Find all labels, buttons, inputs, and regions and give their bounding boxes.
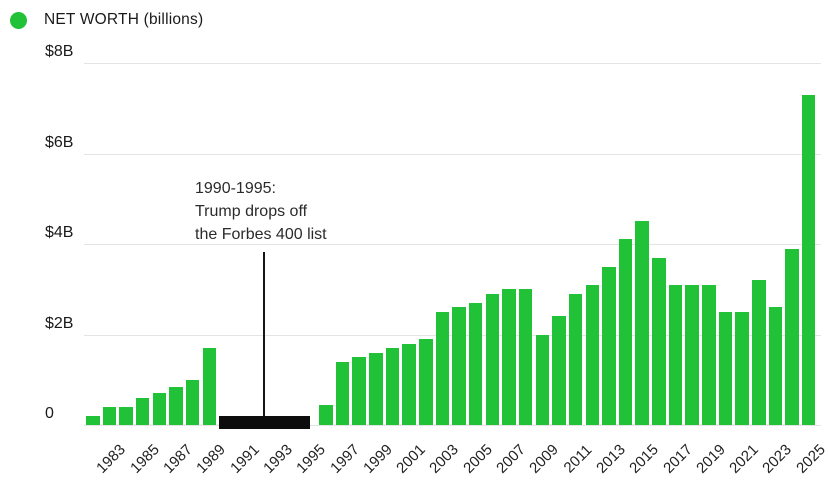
x-axis-tick-label: 2015 — [626, 441, 662, 477]
x-axis-tick-label: 1991 — [226, 441, 263, 477]
bar-2024 — [785, 248, 799, 425]
gridline-0 — [84, 425, 821, 426]
x-axis-tick-label: 1999 — [359, 441, 396, 477]
bar-2006 — [485, 293, 500, 425]
bar-1983 — [102, 406, 117, 425]
bar-2017 — [668, 284, 683, 425]
bar-1989 — [202, 348, 217, 425]
x-axis-tick-label: 1993 — [260, 441, 296, 477]
x-axis-tick-label: 2019 — [692, 441, 729, 477]
annotation-pointer-line — [263, 252, 265, 417]
bar-2016 — [652, 257, 666, 425]
bar-2011 — [568, 293, 583, 425]
x-axis-tick-label: 2021 — [726, 441, 762, 477]
bar-2020 — [718, 311, 733, 425]
bar-2014 — [618, 239, 633, 425]
bar-2021 — [735, 311, 749, 425]
gridline-8b — [84, 63, 821, 64]
annotation-text: 1990-1995: Trump drops off the Forbes 40… — [195, 177, 327, 246]
x-axis-tick-label: 1997 — [326, 441, 363, 477]
bar-2001 — [402, 343, 416, 425]
bar-2000 — [385, 348, 400, 425]
x-axis-tick-label: 2005 — [459, 441, 496, 477]
x-axis-tick-label: 2013 — [593, 441, 629, 477]
x-axis-tick-label: 2017 — [659, 441, 696, 477]
bar-2003 — [435, 311, 450, 425]
x-axis-tick-label: 1983 — [93, 441, 130, 477]
bar-2015 — [635, 221, 649, 425]
legend-dot-icon — [10, 11, 27, 29]
x-axis-tick-label: 2011 — [560, 441, 596, 477]
y-axis-tick-label: 0 — [45, 405, 54, 422]
bar-2012 — [585, 284, 599, 425]
x-axis-tick-label: 2025 — [792, 441, 828, 477]
bar-1982 — [86, 415, 100, 425]
bar-2019 — [702, 284, 716, 425]
x-axis-tick-label: 1995 — [293, 441, 329, 477]
bar-1998 — [352, 357, 366, 425]
bar-2005 — [468, 302, 483, 425]
gridline-6b — [84, 153, 821, 155]
bar-2023 — [768, 307, 783, 425]
y-axis-tick-label: $6B — [45, 133, 74, 151]
y-axis-tick-label: $8B — [45, 43, 74, 60]
bar-2009 — [535, 334, 550, 425]
bar-1996 — [319, 404, 333, 425]
x-axis-tick-label: 2009 — [526, 441, 563, 477]
bar-1999 — [369, 352, 383, 425]
x-axis-tick-label: 1989 — [193, 441, 230, 477]
legend-label: NET WORTH (billions) — [44, 11, 204, 28]
bar-2022 — [752, 280, 766, 425]
annotation-line-2: Trump drops off — [195, 203, 308, 220]
bar-1987 — [169, 386, 183, 425]
bar-2004 — [452, 307, 466, 425]
gridline-4b — [84, 244, 821, 245]
bar-2010 — [552, 316, 566, 425]
x-axis-tick-label: 2003 — [426, 441, 463, 477]
y-axis-tick-label: $4B — [45, 224, 74, 241]
bar-2002 — [419, 339, 433, 425]
bar-2008 — [518, 289, 533, 425]
bar-2025 — [801, 94, 816, 425]
x-axis-tick-label: 2023 — [759, 441, 796, 477]
bar-1988 — [185, 379, 200, 425]
bar-1986 — [152, 393, 167, 425]
bar-2018 — [685, 284, 699, 425]
x-axis-tick-label: 1985 — [126, 441, 163, 477]
bar-2013 — [602, 266, 616, 425]
legend: NET WORTH (billions) — [10, 11, 203, 29]
annotation-line-3: the Forbes 400 list — [195, 226, 327, 243]
bar-2007 — [502, 289, 516, 425]
y-axis-tick-label: $2B — [45, 314, 74, 332]
x-axis-tick-label: 2007 — [493, 441, 529, 477]
annotation-line-1: 1990-1995: — [195, 180, 276, 197]
x-axis-tick-label: 2001 — [393, 441, 429, 477]
bar-1985 — [135, 397, 150, 425]
blackout-bar-1990-1995 — [219, 416, 310, 429]
x-axis-tick-label: 1987 — [160, 441, 196, 477]
bar-1984 — [119, 406, 133, 425]
bar-1997 — [335, 361, 350, 425]
